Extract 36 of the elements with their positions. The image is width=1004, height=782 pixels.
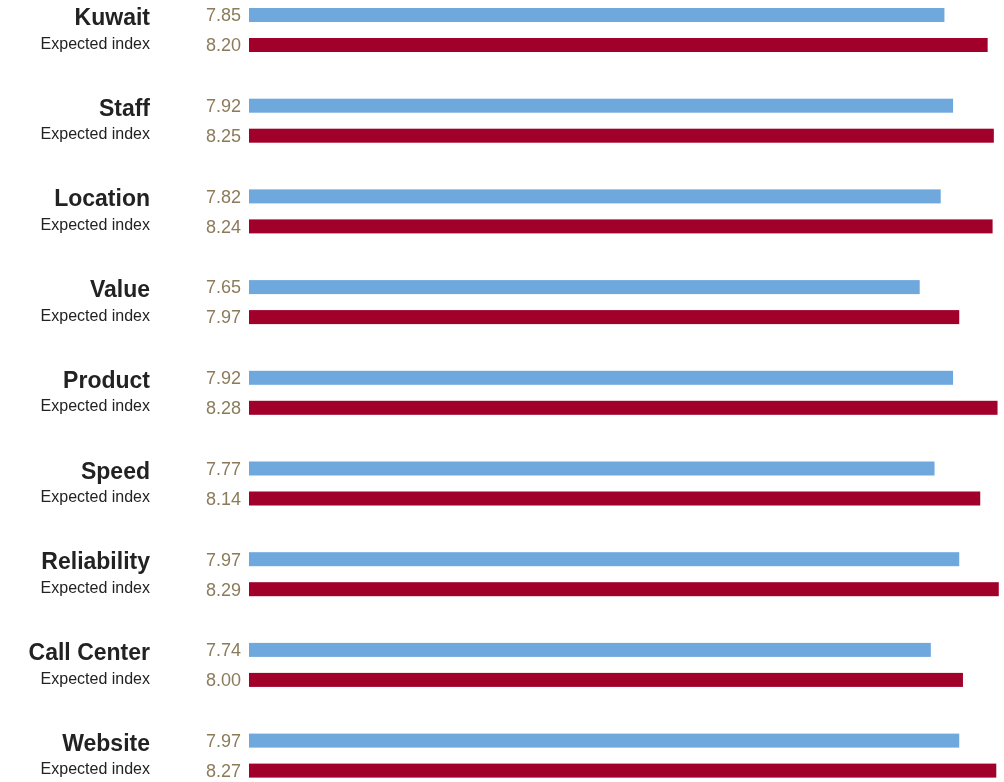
data-label: 8.27 — [205, 760, 241, 781]
text: Expected index — [40, 216, 150, 233]
text: Expected index — [40, 760, 150, 778]
data-label: 8.29 — [205, 579, 241, 600]
data-label: 8.20 — [205, 35, 241, 56]
text: Expected index — [40, 397, 150, 415]
y-tick-label: Kuwait — [74, 4, 151, 31]
data-label: 7.82 — [205, 186, 241, 207]
y-tick-label: Staff — [98, 94, 151, 121]
data-label: 7.74 — [205, 640, 241, 661]
text: Expected index — [40, 578, 150, 596]
text: Expected index — [40, 669, 150, 687]
data-label: 7.92 — [205, 96, 241, 116]
y-tick-label: Speed — [80, 457, 150, 484]
data-label: 7.97 — [205, 549, 241, 570]
y-tick-label: Value — [89, 276, 150, 303]
data-label: 8.28 — [205, 398, 241, 419]
data-label: 8.24 — [205, 216, 241, 237]
y-tick-label: Reliability — [41, 548, 151, 575]
data-label: 7.77 — [205, 458, 241, 479]
y-tick-label: Call Center — [28, 638, 151, 665]
text: Expected index — [40, 34, 150, 52]
data-label: 7.85 — [205, 5, 241, 26]
y-tick-label: Website — [62, 729, 150, 756]
data-label: 7.97 — [205, 730, 241, 751]
data-label: 8.00 — [205, 670, 241, 691]
text: Expected index — [40, 306, 150, 324]
y-tick-label: Product — [63, 366, 151, 393]
text: Expected index — [40, 488, 150, 506]
data-label: 7.92 — [205, 368, 241, 389]
data-label: 8.25 — [205, 126, 241, 146]
data-label: 8.14 — [205, 488, 241, 509]
data-label: 7.97 — [205, 307, 241, 328]
y-tick-label: Location — [54, 185, 150, 212]
data-label: 7.65 — [205, 277, 241, 298]
text: Expected index — [40, 125, 150, 143]
